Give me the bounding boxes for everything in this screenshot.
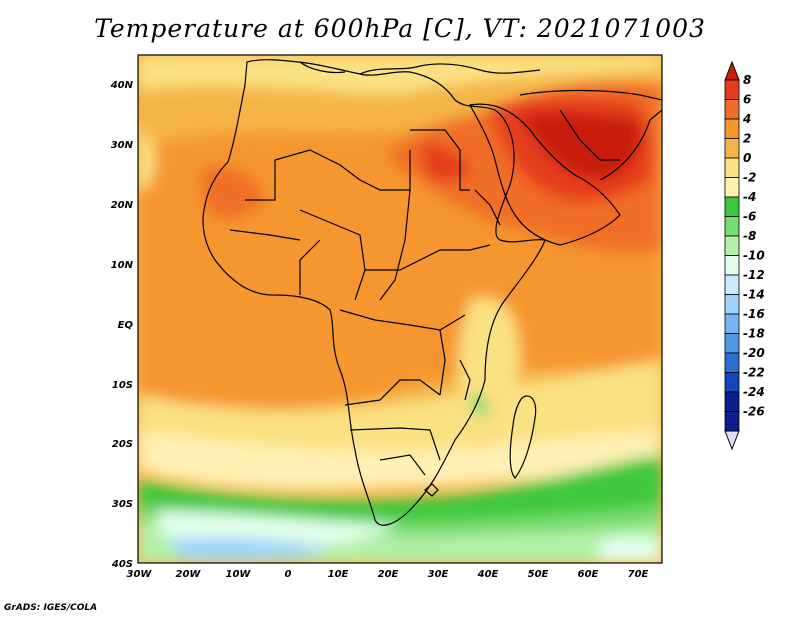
colorbar-label: -6 [743,210,756,224]
colorbar-label: 2 [743,132,751,146]
colorbar-swatch [724,216,740,237]
lon-label: 20E [378,569,399,580]
colorbar-swatch [724,177,740,198]
colorbar-swatch [724,333,740,354]
plot-frame [137,54,663,564]
colorbar-label: -4 [743,190,756,204]
colorbar-swatch [724,138,740,159]
colorbar-label: -14 [743,288,765,302]
lon-label: 10E [328,569,349,580]
colorbar-label: -12 [743,268,765,282]
colorbar-label: -22 [743,366,765,380]
colorbar-label: -24 [743,385,765,399]
lat-label: 10N [111,260,134,271]
colorbar-label: 8 [743,73,751,87]
colorbar-label: 0 [743,151,751,165]
temperature-field [138,55,662,563]
lon-label: 0 [285,569,292,580]
colorbar-swatch [724,157,740,178]
colorbar-label: -18 [743,327,765,341]
colorbar-top-arrow [724,60,740,81]
lat-label: 30S [112,499,133,510]
colorbar-swatch [724,196,740,217]
lon-label: 10W [226,569,252,580]
lon-label: 60E [578,569,599,580]
lat-label: 20N [111,200,134,211]
lat-label: 20S [112,439,133,450]
colorbar-label: -10 [743,249,765,263]
colorbar-swatch [724,313,740,334]
latitude-axis: 40N 30N 20N 10N EQ 10S 20S 30S 40S [110,80,134,570]
colorbar-swatch [724,255,740,276]
lon-label: 40E [477,569,499,580]
map-title: Temperature at 600hPa [C], VT: 202107100… [94,14,706,43]
lat-label: EQ [118,320,134,331]
colorbar-swatch [724,118,740,139]
colorbar-swatch [724,79,740,100]
colorbar-swatch [724,274,740,295]
lon-label: 50E [528,569,549,580]
credit-label: GrADS: IGES/COLA [4,603,98,613]
colorbar-bottom-arrow [724,430,740,451]
colorbar-label: -20 [743,346,765,360]
colorbar-swatch [724,294,740,315]
lon-label: 30W [127,569,153,580]
colorbar-swatch [724,352,740,373]
colorbar-label: -8 [743,229,756,243]
colorbar-swatch [724,372,740,393]
colorbar-label: -16 [743,307,765,321]
lat-label: 40S [111,559,133,570]
lat-label: 30N [111,140,134,151]
lon-label: 30E [428,569,449,580]
colorbar-swatch [724,411,740,432]
colorbar-label: -2 [743,171,756,185]
colorbar-swatch [724,235,740,256]
colorbar-swatch [724,391,740,412]
lat-label: 40N [110,80,134,91]
colorbar-label: 4 [742,112,751,126]
colorbar-label: -26 [743,405,765,419]
coastlines [202,59,662,526]
longitude-axis: 30W 20W 10W 0 10E 20E 30E 40E 50E 60E 70… [127,569,649,580]
colorbar-label: 6 [743,93,751,107]
colorbar-swatch [724,99,740,120]
lat-label: 10S [112,380,133,391]
colorbar: 8 6 4 2 0 -2 -4 -6 -8 -10 -12 -14 -16 -18 -20 -22 -24 -26 [724,60,765,451]
lon-label: 20W [176,569,202,580]
lon-label: 70E [628,569,649,580]
